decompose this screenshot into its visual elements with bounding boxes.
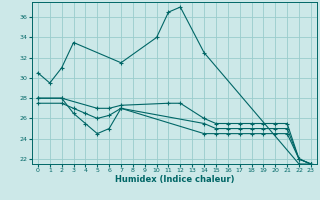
X-axis label: Humidex (Indice chaleur): Humidex (Indice chaleur) [115, 175, 234, 184]
